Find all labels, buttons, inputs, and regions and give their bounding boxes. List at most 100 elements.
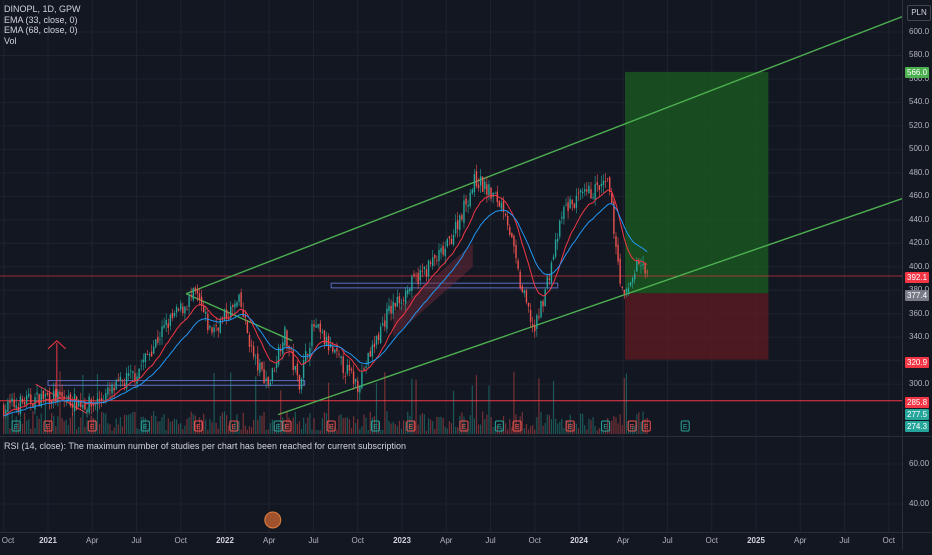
- candle-body: [232, 304, 234, 307]
- volume-bar: [438, 417, 440, 434]
- ema-68-line: [3, 203, 648, 417]
- candle-body: [152, 346, 155, 354]
- volume-bar: [402, 420, 405, 434]
- volume-bar: [221, 412, 224, 434]
- candle-body: [500, 202, 503, 209]
- candle-body: [404, 290, 407, 304]
- candle-body: [290, 347, 292, 350]
- candle-body: [342, 356, 344, 374]
- earnings-marker-box[interactable]: [601, 420, 611, 432]
- volume-bar: [380, 430, 382, 434]
- volume-bar: [575, 423, 578, 434]
- candle-body: [15, 405, 17, 409]
- volume-bar: [350, 428, 353, 434]
- earnings-marker-box[interactable]: [87, 420, 97, 432]
- earnings-marker-box[interactable]: [565, 420, 575, 432]
- volume-bar: [423, 414, 425, 434]
- candle-body: [32, 403, 34, 407]
- candle-body: [267, 376, 269, 385]
- candle-body: [432, 257, 434, 266]
- candle-body: [606, 178, 609, 180]
- earnings-marker: E: [512, 420, 522, 432]
- earnings-marker-box[interactable]: [512, 420, 522, 432]
- symbol-label[interactable]: DINOPL, 1D, GPW: [4, 4, 81, 14]
- earnings-marker-box[interactable]: [282, 420, 292, 432]
- earnings-marker-box[interactable]: [406, 420, 416, 432]
- rsi-marker-circle: [264, 511, 282, 529]
- earnings-marker-box[interactable]: [140, 420, 150, 432]
- volume-bar: [288, 417, 290, 434]
- candle-body: [419, 269, 421, 281]
- earnings-marker-box[interactable]: [273, 420, 283, 432]
- volume-bar: [523, 428, 525, 434]
- volume-bar: [23, 412, 26, 434]
- volume-bar: [430, 419, 432, 434]
- price-axis-label: 300.0: [909, 379, 930, 389]
- candle-body: [46, 393, 49, 395]
- volume-bar: [629, 429, 632, 434]
- volume-bar: [477, 424, 480, 434]
- earnings-marker-letter: E: [143, 424, 148, 431]
- candle-body: [634, 273, 636, 280]
- volume-bar: [554, 418, 557, 434]
- price-axis-label: 380.0: [909, 285, 929, 294]
- volume-bar: [182, 429, 184, 434]
- volume-bar: [450, 423, 453, 434]
- candle-body: [298, 374, 301, 390]
- volume-bar: [359, 429, 361, 434]
- volume-bar: [57, 416, 59, 434]
- earnings-marker-box[interactable]: [326, 420, 336, 432]
- range-box-2: [330, 282, 559, 289]
- earnings-marker-box[interactable]: [370, 420, 380, 432]
- volume-bar: [475, 375, 478, 434]
- earnings-marker-box[interactable]: [641, 420, 651, 432]
- candle-body: [88, 396, 90, 413]
- volume-bar: [548, 415, 550, 434]
- candle-body: [552, 256, 555, 260]
- volume-bar: [398, 420, 401, 434]
- volume-bar: [342, 418, 344, 434]
- candle-body: [94, 405, 97, 407]
- earnings-marker: E: [601, 420, 611, 432]
- earnings-marker-box[interactable]: [459, 420, 469, 432]
- time-axis-label: Apr: [794, 536, 807, 545]
- volume-bar: [513, 371, 515, 434]
- candle-body: [159, 339, 161, 340]
- candle-body: [188, 296, 190, 308]
- ema-68-label[interactable]: EMA (68, close, 0): [4, 25, 78, 35]
- candle-body: [559, 220, 561, 237]
- candle-body: [492, 192, 494, 198]
- earnings-marker-box[interactable]: [627, 420, 637, 432]
- earnings-marker-box[interactable]: [494, 420, 504, 432]
- volume-label[interactable]: Vol: [4, 35, 17, 46]
- volume-bar: [194, 415, 196, 434]
- earnings-marker: E: [11, 420, 21, 432]
- volume-bar: [148, 428, 151, 434]
- candle-body: [434, 255, 436, 259]
- ema-33-label[interactable]: EMA (33, close, 0): [4, 14, 78, 25]
- volume-bar: [411, 378, 413, 434]
- candle-body: [269, 382, 271, 387]
- volume-bar: [196, 424, 199, 434]
- candle-body: [125, 373, 128, 389]
- earnings-marker-box[interactable]: [680, 420, 690, 432]
- candle-body: [69, 394, 72, 406]
- candle-body: [436, 260, 438, 262]
- earnings-marker-box[interactable]: [43, 420, 53, 432]
- last-price-badge: 392.1: [905, 272, 930, 283]
- candle-body: [513, 235, 515, 247]
- earnings-marker-box[interactable]: [11, 420, 21, 432]
- volume-bar: [42, 430, 44, 434]
- earnings-marker-box[interactable]: [193, 420, 203, 432]
- volume-bar: [190, 411, 192, 434]
- earnings-marker-box[interactable]: [229, 420, 239, 432]
- currency-button[interactable]: PLN: [907, 5, 931, 21]
- volume-bar: [117, 424, 119, 434]
- candle-body: [134, 373, 136, 381]
- pane-separator[interactable]: [0, 436, 932, 437]
- candle-body: [273, 370, 276, 372]
- time-axis-label: Jul: [662, 536, 673, 545]
- volume-bar: [128, 414, 130, 434]
